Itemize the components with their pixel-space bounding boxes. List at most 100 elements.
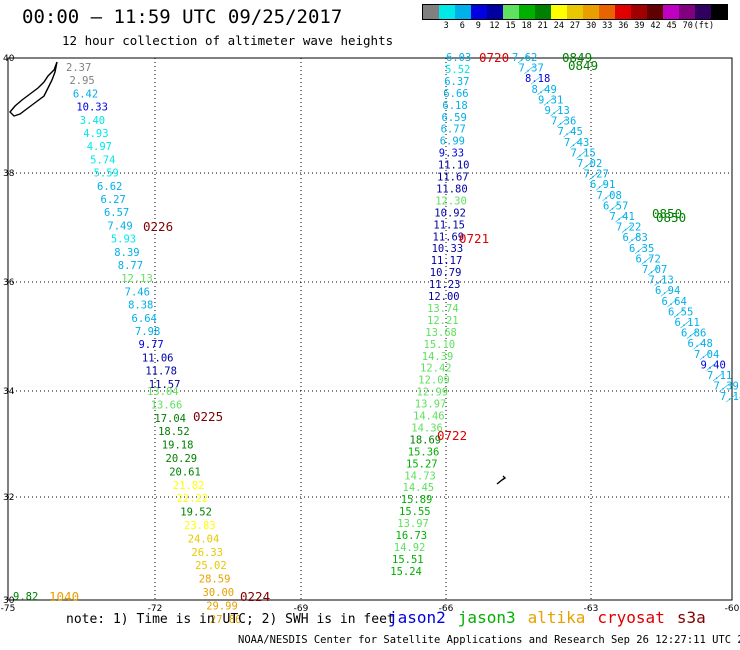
wave-height-point: 11.78 bbox=[145, 366, 177, 378]
wave-height-point: 13.66 bbox=[151, 399, 183, 411]
wave-height-point: 14.36 bbox=[411, 422, 443, 434]
wave-height-point: 23.83 bbox=[184, 520, 216, 532]
legend-label: 9 bbox=[475, 21, 481, 31]
legend-swatch bbox=[503, 5, 519, 19]
cryosat-track-stroke bbox=[537, 86, 548, 96]
color-scale-legend bbox=[422, 4, 728, 20]
wave-height-point: 2.95 bbox=[69, 75, 94, 87]
wave-height-point: 21.82 bbox=[173, 480, 205, 492]
legend-label: (ft) bbox=[693, 21, 715, 31]
wave-height-point: 5.74 bbox=[90, 154, 115, 166]
cryosat-track-stroke bbox=[660, 287, 672, 297]
wave-height-point: 6.37 bbox=[444, 76, 469, 88]
wave-height-point: 14.73 bbox=[404, 470, 436, 482]
wave-height-point: 6.64 bbox=[132, 313, 157, 325]
satellite-legend-item: s3a bbox=[676, 608, 706, 627]
wave-height-point: 7.18 bbox=[720, 391, 740, 403]
cryosat-track-stroke bbox=[621, 224, 633, 233]
wave-height-point: 11.17 bbox=[431, 255, 463, 267]
pass-time-label: 0849 bbox=[562, 50, 592, 65]
wave-height-point: 6.27 bbox=[101, 194, 126, 206]
cryosat-track-stroke bbox=[615, 213, 626, 223]
wave-height-point: 15.27 bbox=[406, 458, 438, 470]
legend-label: 42 bbox=[650, 21, 661, 31]
legend-swatch bbox=[535, 5, 551, 19]
wave-height-point: 16.73 bbox=[396, 530, 428, 542]
latitude-tick-label: 30 bbox=[3, 596, 15, 606]
cryosat-track-stroke bbox=[686, 330, 698, 339]
longitude-tick-label: -63 bbox=[584, 604, 599, 614]
wave-height-point: 30.00 bbox=[203, 587, 235, 599]
page-title: 00:00 – 11:59 UTC 09/25/2017 bbox=[22, 6, 343, 28]
legend-label: 30 bbox=[585, 21, 597, 31]
latitude-tick-label: 32 bbox=[3, 493, 14, 503]
legend-label: 15 bbox=[505, 21, 516, 31]
cryosat-track-stroke bbox=[719, 383, 730, 392]
wave-height-point: 6.57 bbox=[104, 207, 129, 219]
wave-height-point: 10.33 bbox=[76, 102, 108, 114]
wave-height-point: 12.13 bbox=[121, 273, 153, 285]
wave-height-point: 25.02 bbox=[195, 560, 227, 572]
wave-height-point: 27.86 bbox=[210, 614, 242, 626]
wave-height-point: 11.23 bbox=[429, 279, 461, 291]
legend-label: 33 bbox=[602, 21, 613, 31]
wave-height-point: 14.45 bbox=[403, 482, 435, 494]
cryosat-track-stroke bbox=[582, 160, 594, 170]
wave-height-point: 3.40 bbox=[80, 115, 105, 127]
satellite-legend-item: altika bbox=[527, 608, 586, 627]
wave-height-point: 12.99 bbox=[417, 387, 449, 399]
wave-height-point: 10.33 bbox=[432, 243, 464, 255]
legend-label: 36 bbox=[618, 21, 629, 31]
legend-label: 21 bbox=[537, 21, 548, 31]
wave-height-point: 6.59 bbox=[442, 112, 467, 124]
wave-height-point: 6.62 bbox=[97, 181, 122, 193]
latitude-tick-label: 34 bbox=[3, 387, 15, 397]
wave-height-point: 6.42 bbox=[73, 88, 98, 100]
wave-height-point: 5.59 bbox=[94, 168, 119, 180]
wave-height-point: 12.21 bbox=[427, 315, 459, 327]
pass-time-label: 0849 bbox=[568, 58, 598, 73]
wave-height-point: 8.38 bbox=[128, 300, 153, 312]
legend-swatch bbox=[711, 5, 727, 19]
legend-label: 24 bbox=[553, 21, 565, 31]
wave-height-point: 6.03 bbox=[446, 52, 471, 64]
wave-height-point: 11.06 bbox=[142, 352, 174, 364]
wave-height-point: 6.99 bbox=[440, 136, 465, 148]
wave-height-point: 4.97 bbox=[87, 141, 112, 153]
wave-height-point: 4.93 bbox=[83, 128, 108, 140]
footer-note: note: 1) Time is in UTC; 2) SWH is in fe… bbox=[66, 612, 395, 627]
cryosat-track-stroke bbox=[693, 340, 704, 350]
legend-swatch bbox=[695, 5, 711, 19]
credit-line: NOAA/NESDIS Center for Satellite Applica… bbox=[238, 634, 740, 646]
pass-time-label: 0721 bbox=[459, 231, 489, 246]
satellite-legend-item: jason3 bbox=[457, 608, 516, 627]
page-subtitle: 12 hour collection of altimeter wave hei… bbox=[62, 33, 394, 48]
cryosat-track-stroke bbox=[569, 139, 581, 149]
wave-height-point: 12.42 bbox=[420, 363, 452, 375]
latitude-tick-label: 40 bbox=[3, 54, 15, 64]
cryosat-track-stroke bbox=[680, 319, 691, 329]
pass-time-label: 0850 bbox=[656, 210, 686, 225]
cryosat-track-stroke bbox=[563, 128, 574, 138]
color-scale-labels: 3 6 9 12 15 18 21 24 27 30 33 36 39 42 45 70 (ft) bbox=[422, 21, 740, 33]
legend-swatch bbox=[647, 5, 663, 19]
cryosat-track-stroke bbox=[543, 97, 555, 106]
wave-height-point: 7.46 bbox=[125, 286, 150, 298]
cryosat-track-stroke bbox=[602, 192, 613, 202]
cryosat-track-stroke bbox=[550, 107, 561, 117]
wave-height-point: 8.39 bbox=[114, 247, 139, 259]
cryosat-track-stroke bbox=[608, 203, 620, 212]
pass-time-label: 0850 bbox=[652, 206, 682, 221]
cryosat-track-stroke bbox=[595, 181, 607, 191]
wave-height-point: 19.18 bbox=[162, 440, 194, 452]
wave-height-point: 14.39 bbox=[422, 351, 454, 363]
cryosat-track-stroke bbox=[556, 118, 568, 127]
wave-height-point: 26.33 bbox=[191, 547, 223, 559]
cryosat-track-stroke bbox=[706, 362, 717, 371]
wave-height-point: 11.67 bbox=[437, 172, 469, 184]
cryosat-track-stroke bbox=[628, 234, 639, 244]
wave-height-point: 9.77 bbox=[138, 339, 163, 351]
cryosat-track-stroke bbox=[673, 309, 685, 318]
wave-height-point: 9.33 bbox=[439, 148, 464, 160]
